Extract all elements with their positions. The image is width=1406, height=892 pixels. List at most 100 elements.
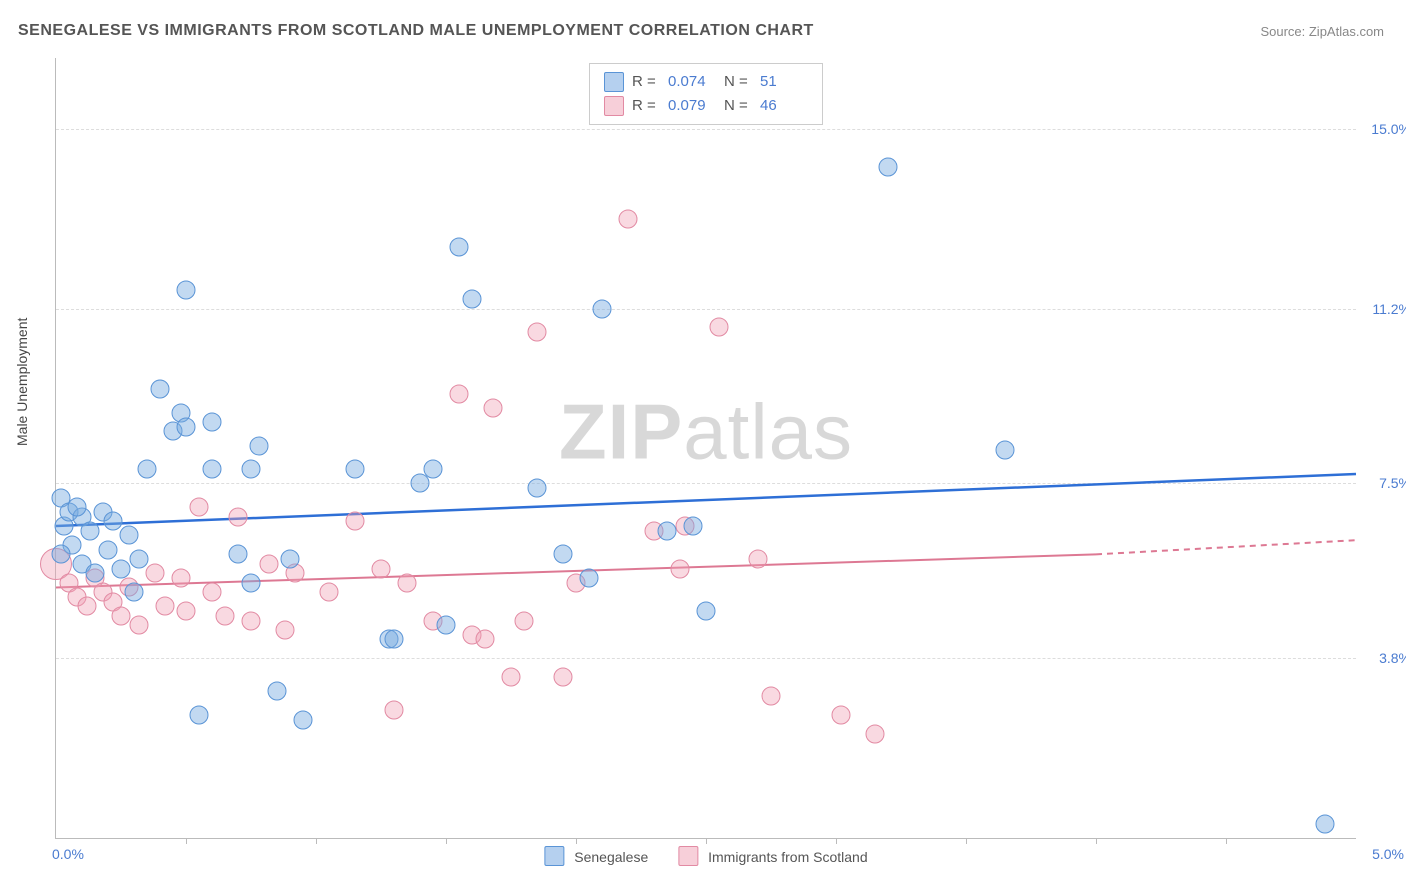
x-minor-tick (836, 838, 837, 844)
scatter-point (749, 550, 768, 569)
gridline (56, 483, 1356, 484)
scatter-point (78, 597, 97, 616)
plot-area: ZIPatlas R = 0.074 N = 51 R = 0.079 N = … (55, 58, 1356, 839)
scatter-point (242, 460, 261, 479)
scatter-point (593, 299, 612, 318)
x-minor-tick (706, 838, 707, 844)
scatter-point (372, 559, 391, 578)
scatter-point (762, 687, 781, 706)
scatter-point (99, 540, 118, 559)
gridline (56, 129, 1356, 130)
scatter-point (1315, 814, 1334, 833)
x-minor-tick (446, 838, 447, 844)
scatter-point (177, 280, 196, 299)
y-tick-label: 15.0% (1361, 121, 1406, 137)
legend-item-a: Senegalese (544, 846, 648, 866)
scatter-point (580, 569, 599, 588)
scatter-point (684, 517, 703, 536)
scatter-point (190, 498, 209, 517)
scatter-point (294, 710, 313, 729)
chart-container: SENEGALESE VS IMMIGRANTS FROM SCOTLAND M… (0, 0, 1406, 892)
y-tick-label: 7.5% (1361, 475, 1406, 491)
stats-legend-box: R = 0.074 N = 51 R = 0.079 N = 46 (589, 63, 823, 125)
scatter-point (112, 559, 131, 578)
x-right-label: 5.0% (1372, 846, 1404, 862)
scatter-point (710, 318, 729, 337)
scatter-point (151, 379, 170, 398)
x-minor-tick (576, 838, 577, 844)
scatter-point (450, 384, 469, 403)
scatter-point (619, 209, 638, 228)
scatter-point (346, 460, 365, 479)
scatter-point (658, 521, 677, 540)
scatter-point (385, 701, 404, 720)
scatter-point (119, 526, 138, 545)
scatter-point (242, 573, 261, 592)
scatter-point (528, 323, 547, 342)
scatter-point (879, 157, 898, 176)
legend-item-b: Immigrants from Scotland (678, 846, 867, 866)
scatter-point (476, 630, 495, 649)
scatter-point (229, 507, 248, 526)
scatter-point (67, 498, 86, 517)
scatter-point (463, 290, 482, 309)
scatter-point (203, 583, 222, 602)
scatter-point (515, 611, 534, 630)
source-label: Source: ZipAtlas.com (1260, 24, 1384, 39)
scatter-point (866, 725, 885, 744)
x-left-label: 0.0% (52, 846, 84, 862)
x-minor-tick (966, 838, 967, 844)
scatter-point (229, 545, 248, 564)
gridline (56, 309, 1356, 310)
scatter-point (190, 706, 209, 725)
scatter-point (320, 583, 339, 602)
scatter-point (437, 616, 456, 635)
scatter-point (203, 413, 222, 432)
stats-row-b: R = 0.079 N = 46 (604, 94, 808, 118)
stats-swatch-blue (604, 72, 624, 92)
scatter-point (86, 564, 105, 583)
x-minor-tick (186, 838, 187, 844)
scatter-point (398, 573, 417, 592)
scatter-point (424, 460, 443, 479)
scatter-point (260, 554, 279, 573)
scatter-point (268, 682, 287, 701)
scatter-point (346, 512, 365, 531)
x-minor-tick (1226, 838, 1227, 844)
scatter-point (125, 583, 144, 602)
scatter-point (281, 550, 300, 569)
scatter-point (528, 479, 547, 498)
scatter-point (242, 611, 261, 630)
scatter-point (138, 460, 157, 479)
scatter-point (177, 417, 196, 436)
scatter-point (502, 668, 521, 687)
scatter-point (249, 436, 268, 455)
scatter-point (832, 706, 851, 725)
chart-title: SENEGALESE VS IMMIGRANTS FROM SCOTLAND M… (18, 22, 814, 40)
y-tick-label: 3.8% (1361, 650, 1406, 666)
y-tick-label: 11.2% (1361, 301, 1406, 317)
legend-bottom: Senegalese Immigrants from Scotland (544, 846, 867, 866)
scatter-point (450, 238, 469, 257)
y-axis-title: Male Unemployment (14, 318, 30, 446)
scatter-point (145, 564, 164, 583)
scatter-point (216, 606, 235, 625)
scatter-point (104, 512, 123, 531)
stats-swatch-pink (604, 96, 624, 116)
scatter-point (697, 602, 716, 621)
scatter-point (177, 602, 196, 621)
scatter-point (112, 606, 131, 625)
scatter-point (671, 559, 690, 578)
scatter-point (52, 545, 71, 564)
scatter-point (996, 441, 1015, 460)
scatter-point (80, 521, 99, 540)
scatter-point (554, 668, 573, 687)
scatter-point (130, 550, 149, 569)
gridline (56, 658, 1356, 659)
watermark: ZIPatlas (559, 387, 853, 478)
x-minor-tick (1096, 838, 1097, 844)
scatter-point (554, 545, 573, 564)
scatter-point (385, 630, 404, 649)
x-minor-tick (316, 838, 317, 844)
legend-swatch-pink (678, 846, 698, 866)
